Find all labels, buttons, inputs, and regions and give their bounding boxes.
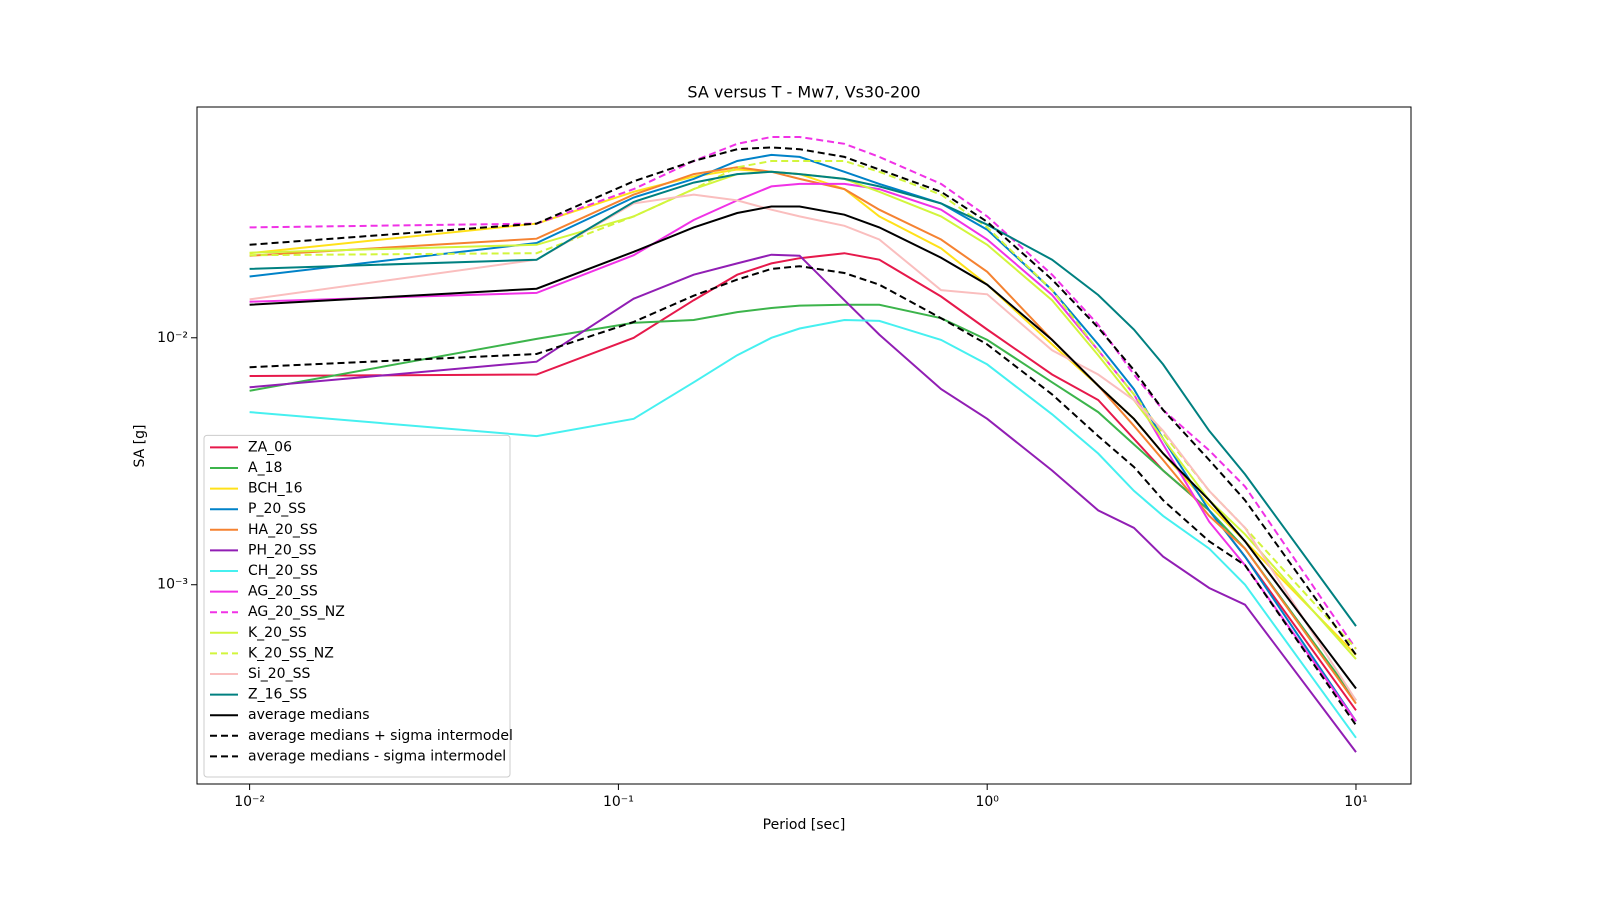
x-tick-label: 10⁻² <box>234 794 265 810</box>
y-axis-label: SA [g] <box>132 425 148 468</box>
legend-label: average medians <box>248 707 370 723</box>
legend-label: AG_20_SS <box>248 584 318 600</box>
legend-label: A_18 <box>248 460 282 476</box>
series-line <box>249 160 1357 650</box>
legend-label: ZA_06 <box>248 439 292 455</box>
x-tick-label: 10⁰ <box>975 794 999 810</box>
legend-label: Si_20_SS <box>248 666 310 682</box>
series-line <box>249 166 1357 705</box>
series-line <box>249 136 1357 650</box>
legend-label: average medians + sigma intermodel <box>248 728 513 744</box>
series-line <box>249 318 1357 739</box>
legend-box <box>203 434 511 778</box>
x-tick-label: 10⁻¹ <box>603 794 634 810</box>
series-line <box>249 146 1357 656</box>
legend-label: Z_16_SS <box>248 687 307 703</box>
series-line <box>249 303 1357 701</box>
legend-label: BCH_16 <box>248 481 303 497</box>
series-line <box>249 182 1357 722</box>
x-axis-label: Period [sec] <box>763 817 846 833</box>
y-tick-label: 10⁻³ <box>157 577 188 593</box>
series-line <box>249 170 1357 627</box>
legend-label: HA_20_SS <box>248 522 318 538</box>
legend-label: P_20_SS <box>248 501 306 517</box>
series-line <box>249 253 1357 753</box>
legend-label: K_20_SS_NZ <box>248 645 334 661</box>
legend-label: K_20_SS <box>248 625 307 641</box>
legend-label: PH_20_SS <box>248 542 317 558</box>
legend-label: CH_20_SS <box>248 563 318 579</box>
series-line <box>249 265 1357 726</box>
series-line <box>249 205 1357 690</box>
chart-title: SA versus T - Mw7, Vs30-200 <box>687 83 920 102</box>
plot-frame <box>196 106 1412 785</box>
legend-label: AG_20_SS_NZ <box>248 604 345 620</box>
legend-label: average medians - sigma intermodel <box>248 748 506 764</box>
series-line <box>249 193 1357 701</box>
series-line <box>249 153 1357 722</box>
y-tick-label: 10⁻² <box>157 330 188 346</box>
x-tick-label: 10¹ <box>1344 794 1367 810</box>
